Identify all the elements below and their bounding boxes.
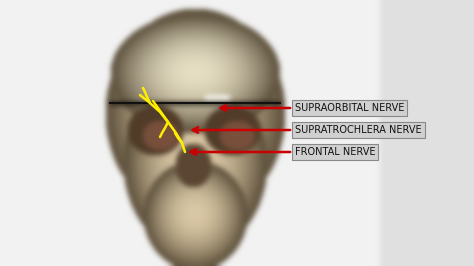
Text: SUPRATROCHLERA NERVE: SUPRATROCHLERA NERVE <box>295 125 422 135</box>
Text: FRONTAL NERVE: FRONTAL NERVE <box>295 147 375 157</box>
Text: SUPRAORBITAL NERVE: SUPRAORBITAL NERVE <box>295 103 404 113</box>
